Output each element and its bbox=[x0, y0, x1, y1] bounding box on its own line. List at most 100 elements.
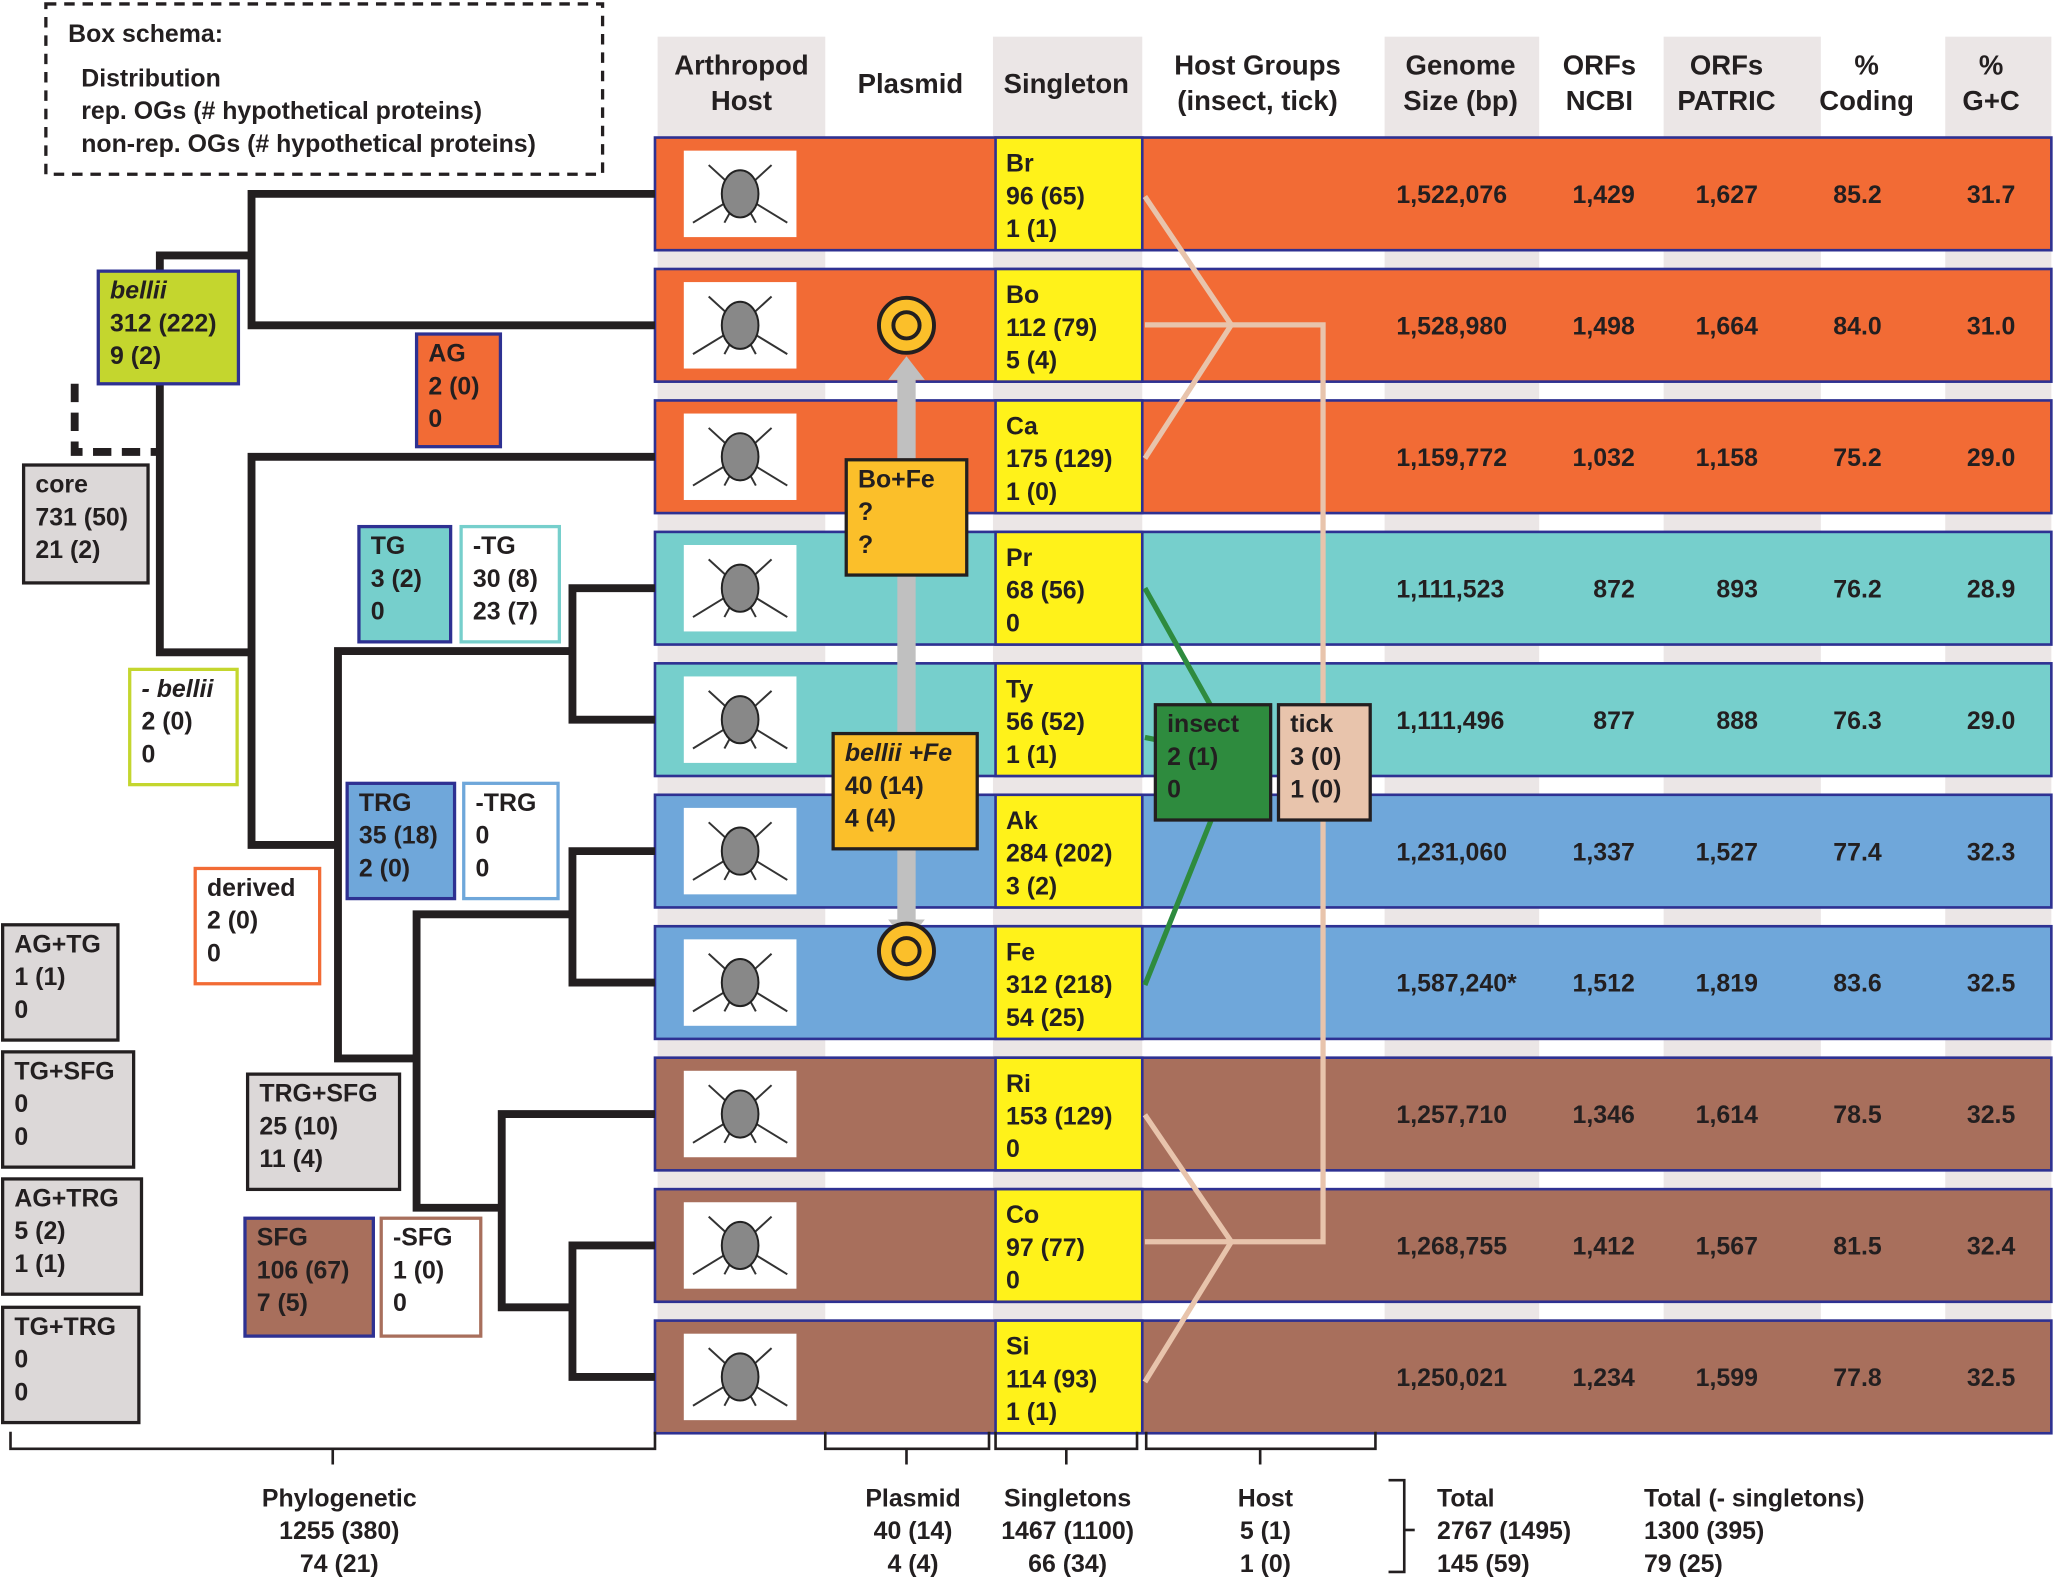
tree-box bbox=[357, 524, 453, 644]
orfs-patric: 1,819 bbox=[1696, 970, 1758, 998]
host-box bbox=[1153, 703, 1273, 822]
genome-size: 1,231,060 bbox=[1396, 838, 1507, 866]
percent-coding: 76.2 bbox=[1833, 575, 1881, 603]
tree-box-text: AG+TRG bbox=[14, 1184, 118, 1212]
tree-box-text: TG+TRG bbox=[14, 1313, 116, 1341]
tree-branch bbox=[247, 189, 655, 330]
tree-box bbox=[128, 667, 239, 787]
percent-coding: 76.3 bbox=[1833, 707, 1881, 735]
tree-box-text: 7 (5) bbox=[257, 1289, 308, 1317]
tree-box-text: 0 bbox=[14, 1090, 28, 1118]
singleton-text: 112 (79) bbox=[1006, 314, 1097, 342]
host-box-text: 1 (0) bbox=[1290, 776, 1341, 804]
tree-box bbox=[1, 1305, 141, 1425]
host-box bbox=[1276, 703, 1372, 822]
tree-box-text: 30 (8) bbox=[473, 565, 538, 593]
icon-body bbox=[720, 432, 760, 482]
column-header: ORFs bbox=[1563, 50, 1636, 81]
bracket bbox=[9, 1431, 657, 1451]
genome-size: 1,587,240* bbox=[1396, 970, 1517, 998]
host-icon bbox=[683, 807, 797, 895]
tree-branch bbox=[568, 584, 655, 724]
plasmid-box-text: ? bbox=[858, 498, 873, 526]
percent-gc: 29.0 bbox=[1967, 444, 2015, 472]
genome-size: 1,257,710 bbox=[1396, 1101, 1507, 1129]
orfs-patric: 893 bbox=[1716, 575, 1758, 603]
orfs-ncbi: 1,337 bbox=[1573, 838, 1635, 866]
orfs-patric: 1,158 bbox=[1696, 444, 1758, 472]
singleton-box bbox=[994, 1187, 1144, 1304]
tree-box-text: 2 (0) bbox=[428, 372, 479, 400]
orfs-ncbi: 1,498 bbox=[1573, 312, 1635, 340]
singleton-text: 96 (65) bbox=[1006, 182, 1085, 210]
singleton-text: 5 (4) bbox=[1006, 347, 1057, 375]
orfs-patric: 1,614 bbox=[1696, 1101, 1758, 1129]
tree-box bbox=[459, 524, 561, 644]
total-text: 4 (4) bbox=[887, 1550, 938, 1578]
tree-box-text: TG+SFG bbox=[14, 1057, 114, 1085]
total-text: 79 (25) bbox=[1644, 1550, 1723, 1578]
tree-box bbox=[379, 1216, 483, 1338]
tree-box-text: 2 (0) bbox=[141, 708, 192, 736]
total-text: Phylogenetic bbox=[262, 1484, 417, 1512]
tree-box-text: bellii bbox=[110, 277, 168, 305]
icon-body bbox=[720, 826, 760, 876]
tree-box-text: 11 (4) bbox=[259, 1145, 323, 1173]
tree-box-text: -TRG bbox=[476, 789, 537, 817]
total-text: Total (- singletons) bbox=[1644, 1484, 1865, 1512]
tree-box bbox=[245, 1072, 402, 1192]
percent-coding: 77.8 bbox=[1833, 1364, 1882, 1392]
schema-box bbox=[44, 2, 605, 176]
tree-branch bbox=[568, 1241, 655, 1381]
tree-box-text: TG bbox=[371, 532, 406, 560]
orfs-patric: 1,599 bbox=[1696, 1364, 1758, 1392]
tree-box-text: 0 bbox=[393, 1289, 407, 1317]
singleton-text: Ty bbox=[1006, 675, 1033, 703]
plasmid-box bbox=[844, 458, 969, 577]
genome-size: 1,111,523 bbox=[1396, 575, 1504, 603]
percent-coding: 77.4 bbox=[1833, 838, 1882, 866]
singleton-text: Br bbox=[1006, 150, 1034, 178]
total-text: 1 (0) bbox=[1240, 1550, 1291, 1578]
column-header: % bbox=[1979, 50, 2003, 81]
tree-branch bbox=[334, 647, 573, 1063]
bracket bbox=[1388, 1478, 1406, 1574]
icon-body bbox=[720, 1089, 760, 1139]
genome-size: 1,528,980 bbox=[1396, 312, 1507, 340]
column-header: Host Groups bbox=[1174, 50, 1341, 81]
singleton-box bbox=[994, 662, 1144, 778]
percent-coding: 84.0 bbox=[1833, 312, 1881, 340]
orfs-ncbi: 872 bbox=[1593, 575, 1635, 603]
singleton-text: 68 (56) bbox=[1006, 577, 1085, 605]
orfs-ncbi: 1,032 bbox=[1573, 444, 1635, 472]
orfs-patric: 1,527 bbox=[1696, 838, 1758, 866]
plasmid-inner bbox=[891, 936, 922, 967]
percent-gc: 32.3 bbox=[1967, 838, 2015, 866]
tree-box bbox=[1, 923, 120, 1042]
plasmid-box-text: 40 (14) bbox=[845, 772, 924, 800]
tree-box-text: 731 (50) bbox=[35, 503, 128, 531]
column-header: % bbox=[1854, 50, 1878, 81]
host-icon bbox=[683, 1333, 797, 1421]
tree-box-text: 2 (0) bbox=[207, 907, 258, 935]
host-box-text: insect bbox=[1167, 710, 1239, 738]
schema-title: Box schema: bbox=[68, 20, 223, 48]
column-header: Plasmid bbox=[858, 68, 963, 99]
host-box-text: 2 (1) bbox=[1167, 743, 1218, 771]
singleton-text: Ca bbox=[1006, 412, 1038, 440]
singleton-text: Bo bbox=[1006, 281, 1039, 309]
tree-box bbox=[414, 332, 503, 449]
plasmid-box-text: 4 (4) bbox=[845, 805, 896, 833]
icon-body bbox=[720, 169, 760, 219]
orfs-ncbi: 877 bbox=[1593, 707, 1635, 735]
singleton-text: 1 (1) bbox=[1006, 215, 1057, 243]
genome-size: 1,522,076 bbox=[1396, 181, 1507, 209]
plasmid-box-text: Bo+Fe bbox=[858, 465, 935, 493]
tree-box-text: TRG+SFG bbox=[259, 1080, 377, 1108]
orfs-patric: 1,567 bbox=[1696, 1233, 1758, 1261]
column-header: PATRIC bbox=[1677, 85, 1775, 116]
column-header: ORFs bbox=[1690, 50, 1763, 81]
tree-box-text: 25 (10) bbox=[259, 1112, 338, 1140]
